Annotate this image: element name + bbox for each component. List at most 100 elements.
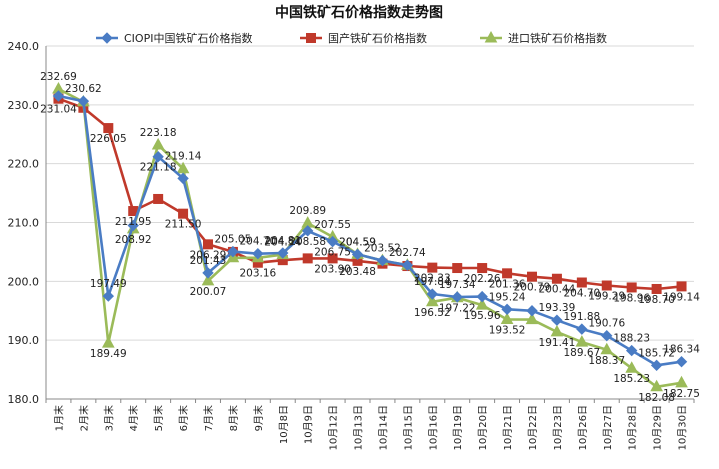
data-point <box>502 268 513 279</box>
data-label: 204.81 <box>264 235 301 247</box>
data-label: 193.39 <box>539 302 576 314</box>
data-label: 182.75 <box>663 388 700 400</box>
data-point <box>102 290 115 302</box>
data-point <box>252 247 264 260</box>
data-point <box>651 283 662 294</box>
data-point <box>475 298 489 310</box>
data-point <box>625 361 639 373</box>
data-label: 211.50 <box>165 219 202 231</box>
legend-label: CIOPI中国铁矿石价格指数 <box>124 31 252 45</box>
data-label: 204.70 <box>239 236 276 248</box>
data-label: 219.14 <box>165 151 202 163</box>
data-point <box>152 151 164 163</box>
data-label: 203.52 <box>364 243 401 255</box>
x-tick-label: 10月12日 <box>328 405 340 450</box>
x-tick-label: 10月28日 <box>627 405 639 450</box>
x-tick-label: 10月8日 <box>278 405 290 444</box>
data-label: 204.59 <box>339 236 376 248</box>
data-point <box>151 137 165 150</box>
legend-label: 进口铁矿石价格指数 <box>508 31 607 45</box>
y-tick-label: 200.0 <box>8 275 40 288</box>
data-point <box>52 90 65 102</box>
data-point <box>376 254 389 267</box>
data-point <box>401 259 414 271</box>
data-point <box>525 312 539 325</box>
data-point <box>178 208 189 219</box>
data-label: 197.22 <box>439 303 476 315</box>
data-label: 186.34 <box>663 344 700 356</box>
data-label: 202.33 <box>414 273 451 285</box>
data-label: 191.41 <box>539 337 576 349</box>
data-point <box>227 245 239 258</box>
data-label: 231.04 <box>40 104 77 116</box>
data-label: 196.52 <box>414 307 451 319</box>
data-label: 197.34 <box>439 279 476 291</box>
x-tick-label: 10月13日 <box>353 405 365 450</box>
x-tick-label: 2月末 <box>77 405 90 431</box>
data-label: 223.18 <box>140 127 177 139</box>
data-point <box>451 291 463 303</box>
data-point <box>153 193 164 204</box>
data-point <box>526 305 538 317</box>
data-point <box>326 235 339 248</box>
data-label: 200.07 <box>190 286 227 298</box>
data-point <box>675 355 688 368</box>
data-label: 206.75 <box>314 247 351 259</box>
y-tick-label: 190.0 <box>8 334 40 347</box>
x-tick-label: 10月30日 <box>677 405 689 450</box>
x-tick-label: 8月末 <box>227 405 240 431</box>
x-tick-label: 4月末 <box>127 405 140 431</box>
data-label: 182.08 <box>638 392 675 404</box>
x-tick-label: 10月27日 <box>602 405 614 450</box>
data-point <box>550 324 564 337</box>
data-point <box>127 219 139 232</box>
x-tick-label: 10月19日 <box>452 405 464 450</box>
data-label: 202.74 <box>389 247 426 259</box>
data-point <box>576 323 588 335</box>
data-label: 198.70 <box>638 294 675 306</box>
data-label: 230.62 <box>65 83 102 95</box>
data-point <box>425 294 439 307</box>
x-tick-label: 10月16日 <box>427 405 439 450</box>
x-tick-label: 9月末 <box>252 405 265 431</box>
data-label: 207.55 <box>314 219 351 231</box>
data-point <box>306 33 316 43</box>
x-tick-label: 10月23日 <box>552 405 564 450</box>
data-point <box>426 288 439 300</box>
data-label: 208.58 <box>289 236 326 248</box>
y-tick-label: 180.0 <box>8 393 40 406</box>
data-label: 195.24 <box>489 291 526 303</box>
y-tick-label: 220.0 <box>8 158 40 171</box>
data-point <box>551 273 562 284</box>
data-label: 190.76 <box>588 318 625 330</box>
x-tick-label: 3月末 <box>102 405 115 431</box>
data-label: 198.96 <box>613 292 650 304</box>
data-point <box>675 375 688 388</box>
x-tick-label: 10月9日 <box>303 405 315 444</box>
x-tick-label: 5月末 <box>152 405 165 431</box>
data-point <box>600 342 614 355</box>
data-label: 208.92 <box>115 234 152 246</box>
legend: CIOPI中国铁矿石价格指数 国产铁矿石价格指数 进口铁矿石价格指数 <box>96 30 607 45</box>
x-tick-label: 10月21日 <box>502 405 514 450</box>
data-point <box>601 329 613 342</box>
data-label: 203.48 <box>339 266 376 278</box>
data-label: 200.44 <box>539 284 576 296</box>
data-point <box>301 225 314 237</box>
x-tick-label: 10月15日 <box>402 405 414 450</box>
data-label: 202.26 <box>464 273 501 285</box>
data-label: 203.16 <box>239 268 276 280</box>
data-label: 211.95 <box>115 216 152 228</box>
x-tick-label: 10月26日 <box>577 405 589 450</box>
y-tick-label: 230.0 <box>8 99 40 112</box>
data-point <box>101 336 115 348</box>
data-point <box>676 281 687 292</box>
x-tick-label: 10月20日 <box>477 405 489 450</box>
data-point <box>501 303 513 316</box>
data-point <box>527 271 537 282</box>
data-label: 221.18 <box>140 162 177 174</box>
data-point <box>201 273 215 286</box>
data-label: 209.89 <box>289 205 326 217</box>
